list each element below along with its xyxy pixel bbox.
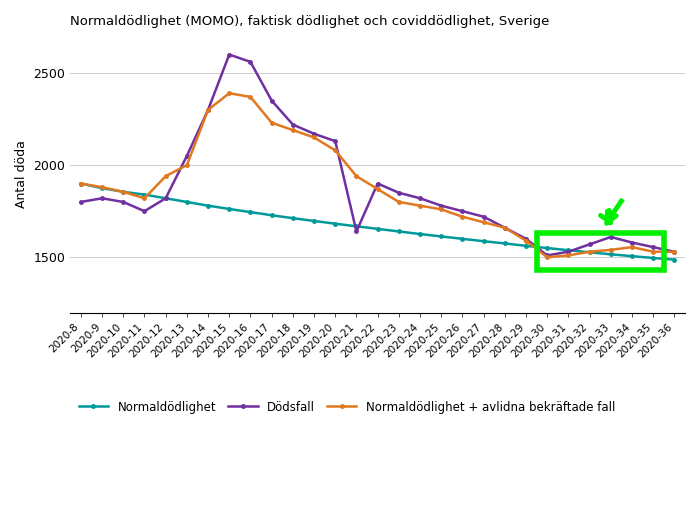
Dödsfall: [480, 214, 488, 220]
Dödsfall: [500, 225, 509, 231]
Dödsfall: [628, 239, 636, 245]
Normaldödlighet + avlidna bekräftade fall: [628, 244, 636, 250]
Normaldödlighet + avlidna bekräftade fall: [77, 180, 85, 187]
Dödsfall: [649, 244, 657, 250]
Normaldödlighet + avlidna bekräftade fall: [437, 206, 445, 213]
Normaldödlighet: [183, 199, 191, 205]
Normaldödlighet + avlidna bekräftade fall: [480, 219, 488, 225]
Dödsfall: [607, 234, 615, 240]
Dödsfall: [162, 195, 170, 201]
Dödsfall: [373, 180, 382, 187]
Normaldödlighet: [543, 245, 552, 251]
Normaldödlighet: [331, 220, 340, 227]
Normaldödlighet: [564, 247, 573, 253]
Line: Dödsfall: Dödsfall: [79, 53, 676, 257]
Line: Normaldödlighet + avlidna bekräftade fall: Normaldödlighet + avlidna bekräftade fal…: [79, 92, 676, 259]
Normaldödlighet + avlidna bekräftade fall: [98, 184, 106, 190]
Normaldödlighet + avlidna bekräftade fall: [162, 173, 170, 179]
Text: Normaldödlighet (MOMO), faktisk dödlighet och coviddödlighet, Sverige: Normaldödlighet (MOMO), faktisk dödlighe…: [70, 15, 550, 28]
Normaldödlighet: [437, 233, 445, 240]
Normaldödlighet + avlidna bekräftade fall: [649, 249, 657, 255]
Dödsfall: [395, 190, 403, 196]
Dödsfall: [458, 208, 467, 214]
Dödsfall: [522, 236, 530, 242]
Dödsfall: [183, 153, 191, 159]
Dödsfall: [543, 252, 552, 258]
Normaldödlighet + avlidna bekräftade fall: [416, 202, 424, 209]
Normaldödlighet + avlidna bekräftade fall: [564, 252, 573, 258]
Dödsfall: [119, 199, 127, 205]
Dödsfall: [204, 107, 212, 113]
Normaldödlighet: [204, 202, 212, 209]
Normaldödlighet: [77, 180, 85, 187]
Normaldödlighet + avlidna bekräftade fall: [140, 195, 148, 201]
Normaldödlighet: [119, 189, 127, 195]
Line: Normaldödlighet: Normaldödlighet: [79, 182, 676, 262]
Normaldödlighet + avlidna bekräftade fall: [204, 107, 212, 113]
Normaldödlighet: [500, 240, 509, 246]
Dödsfall: [564, 249, 573, 255]
Legend: Normaldödlighet, Dödsfall, Normaldödlighet + avlidna bekräftade fall: Normaldödlighet, Dödsfall, Normaldödligh…: [74, 396, 620, 418]
Normaldödlighet: [310, 218, 319, 224]
Normaldödlighet: [480, 238, 488, 244]
Normaldödlighet: [352, 223, 361, 229]
Normaldödlighet + avlidna bekräftade fall: [670, 249, 678, 255]
Normaldödlighet: [416, 231, 424, 237]
Dödsfall: [352, 228, 361, 235]
Normaldödlighet + avlidna bekräftade fall: [331, 147, 340, 153]
Normaldödlighet + avlidna bekräftade fall: [310, 134, 319, 140]
Dödsfall: [246, 59, 255, 65]
Normaldödlighet: [162, 195, 170, 201]
Dödsfall: [140, 208, 148, 214]
Normaldödlighet: [225, 206, 234, 212]
Normaldödlighet + avlidna bekräftade fall: [119, 189, 127, 195]
Dödsfall: [310, 131, 319, 137]
Dödsfall: [267, 97, 276, 103]
Normaldödlighet + avlidna bekräftade fall: [288, 127, 297, 133]
Dödsfall: [225, 51, 234, 58]
Normaldödlighet + avlidna bekräftade fall: [246, 94, 255, 100]
Normaldödlighet: [288, 215, 297, 222]
Normaldödlighet: [246, 209, 255, 215]
Normaldödlighet: [140, 191, 148, 198]
Normaldödlighet: [649, 255, 657, 261]
Dödsfall: [670, 249, 678, 255]
Dödsfall: [288, 122, 297, 128]
Normaldödlighet: [585, 249, 594, 255]
Normaldödlighet + avlidna bekräftade fall: [267, 120, 276, 126]
Dödsfall: [585, 241, 594, 248]
Normaldödlighet + avlidna bekräftade fall: [225, 90, 234, 96]
Normaldödlighet: [628, 253, 636, 259]
Normaldödlighet + avlidna bekräftade fall: [500, 225, 509, 231]
Normaldödlighet: [267, 212, 276, 218]
Y-axis label: Antal döda: Antal döda: [15, 140, 28, 209]
Dödsfall: [416, 195, 424, 201]
Normaldödlighet + avlidna bekräftade fall: [607, 247, 615, 253]
Normaldödlighet: [607, 251, 615, 257]
Normaldödlighet: [522, 243, 530, 249]
Normaldödlighet: [670, 256, 678, 263]
Normaldödlighet + avlidna bekräftade fall: [522, 238, 530, 244]
Normaldödlighet: [98, 185, 106, 191]
Normaldödlighet + avlidna bekräftade fall: [183, 162, 191, 168]
Normaldödlighet: [458, 236, 467, 242]
Normaldödlighet + avlidna bekräftade fall: [352, 173, 361, 179]
Normaldödlighet: [395, 228, 403, 235]
Dödsfall: [77, 199, 85, 205]
Normaldödlighet + avlidna bekräftade fall: [458, 214, 467, 220]
Dödsfall: [331, 138, 340, 144]
Bar: [537, 233, 664, 270]
Normaldödlighet + avlidna bekräftade fall: [585, 249, 594, 255]
Dödsfall: [437, 202, 445, 209]
Normaldödlighet + avlidna bekräftade fall: [395, 199, 403, 205]
Normaldödlighet + avlidna bekräftade fall: [373, 186, 382, 192]
Normaldödlighet: [373, 226, 382, 232]
Dödsfall: [98, 195, 106, 201]
Normaldödlighet + avlidna bekräftade fall: [543, 254, 552, 261]
